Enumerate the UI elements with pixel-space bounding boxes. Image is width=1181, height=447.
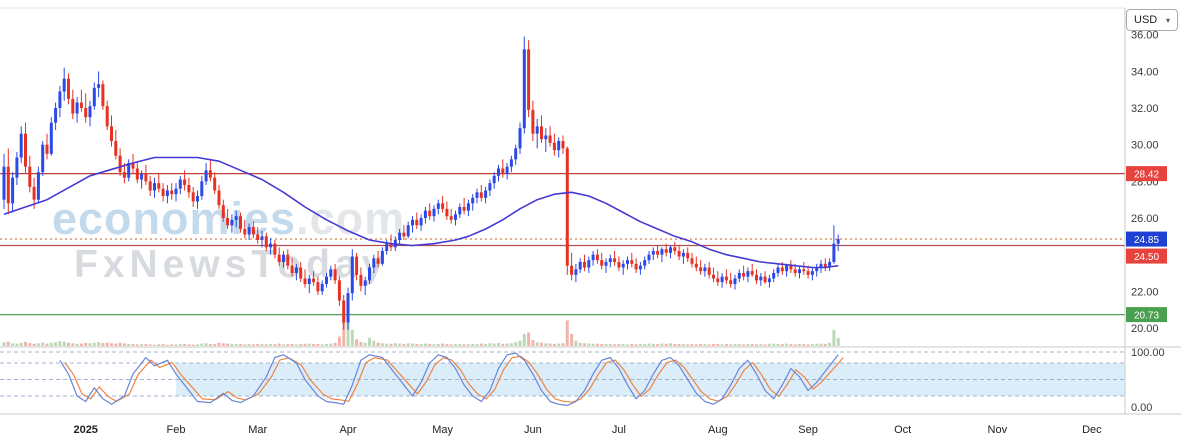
svg-text:Aug: Aug [708, 424, 728, 436]
svg-text:32.00: 32.00 [1131, 103, 1159, 115]
svg-text:30.00: 30.00 [1131, 140, 1159, 152]
svg-text:20.73: 20.73 [1134, 311, 1159, 322]
watermark-suffix: .com [296, 193, 406, 244]
svg-text:Apr: Apr [339, 424, 356, 436]
svg-text:24.85: 24.85 [1134, 235, 1159, 246]
watermark-line1: economies.com [52, 196, 405, 241]
stochastic-lines [59, 352, 844, 406]
svg-text:Dec: Dec [1082, 424, 1102, 436]
svg-text:36.00: 36.00 [1131, 30, 1159, 42]
stochastic-panel [0, 351, 1125, 397]
price-levels [0, 173, 1125, 316]
svg-text:22.00: 22.00 [1131, 286, 1159, 298]
volume-bars [2, 319, 840, 346]
svg-text:100.00: 100.00 [1131, 347, 1165, 359]
date-axis: 2025 Feb Mar Apr May Jun Jul Aug Sep Oct Nov Dec [73, 424, 1102, 436]
svg-text:Sep: Sep [798, 424, 818, 436]
currency-label: USD [1134, 14, 1158, 26]
svg-text:Feb: Feb [167, 424, 186, 436]
svg-text:20.00: 20.00 [1131, 323, 1159, 335]
svg-text:24.50: 24.50 [1134, 252, 1159, 263]
watermark: economies.com FxNewsToday [52, 196, 405, 284]
candlesticks [2, 36, 840, 330]
svg-text:26.00: 26.00 [1131, 213, 1159, 225]
watermark-tagline: FxNewsToday [74, 243, 389, 286]
price-badges: 28.42 24.85 24.50 20.73 [1126, 166, 1167, 323]
svg-text:May: May [432, 424, 453, 436]
svg-text:0.00: 0.00 [1131, 402, 1152, 414]
price-axis: 36.0034.0032.0030.0028.0026.0024.0022.00… [1131, 30, 1165, 414]
svg-text:Oct: Oct [894, 424, 911, 436]
svg-text:Jul: Jul [612, 424, 626, 436]
svg-text:Nov: Nov [988, 424, 1008, 436]
moving-average-line [3, 156, 839, 269]
currency-selector[interactable]: USD ▾ [1126, 9, 1178, 31]
svg-text:2025: 2025 [73, 424, 97, 436]
chevron-down-icon: ▾ [1165, 15, 1170, 25]
svg-text:Mar: Mar [248, 424, 267, 436]
svg-text:34.00: 34.00 [1131, 66, 1159, 78]
svg-text:Jun: Jun [524, 424, 542, 436]
svg-text:28.42: 28.42 [1134, 170, 1159, 181]
